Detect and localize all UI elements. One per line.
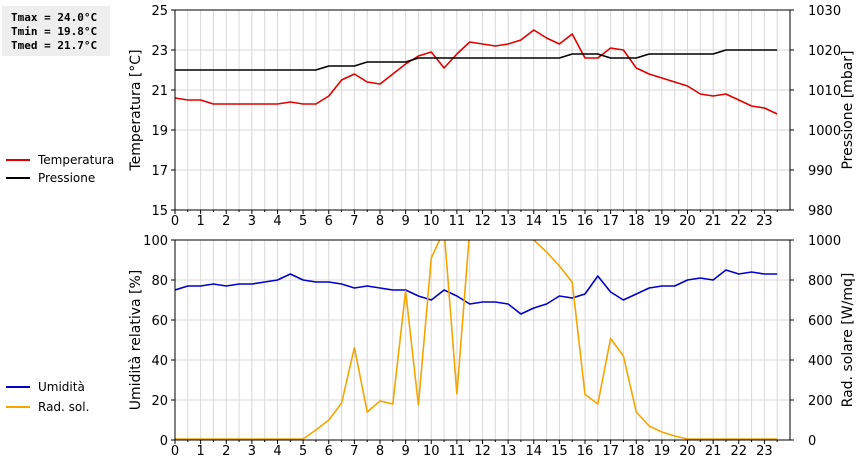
x-tick-label: 15: [551, 444, 568, 459]
x-tick-label: 0: [171, 444, 179, 459]
y-tick-label: 21: [151, 84, 168, 99]
x-tick-label: 23: [756, 444, 773, 459]
y-tick-label: 23: [151, 44, 168, 59]
x-tick-label: 8: [376, 444, 384, 459]
y2-axis-label: Pressione [mbar]: [840, 50, 856, 169]
y-tick-label: 40: [151, 354, 168, 369]
legend-label-pressione: Pressione: [38, 171, 95, 185]
x-tick-label: 10: [423, 444, 440, 459]
tmin-text: Tmin = 19.8°C: [11, 25, 98, 38]
y-tick-label: 0: [160, 434, 168, 449]
y2-tick-label: 200: [808, 394, 833, 409]
x-tick-label: 6: [325, 214, 333, 229]
x-tick-label: 7: [350, 444, 358, 459]
tmax-text: Tmax = 24.0°C: [11, 11, 98, 24]
y-tick-label: 25: [151, 4, 168, 19]
y-tick-label: 15: [151, 204, 168, 219]
x-tick-label: 6: [325, 444, 333, 459]
x-tick-label: 2: [222, 444, 230, 459]
y2-tick-label: 1020: [808, 44, 841, 59]
x-tick-label: 4: [273, 214, 281, 229]
y-axis-label: Umidità relativa [%]: [128, 270, 144, 411]
x-tick-label: 19: [654, 444, 671, 459]
legend: Temperatura Pressione Umidità Rad. sol.: [6, 153, 114, 414]
x-tick-label: 18: [628, 214, 645, 229]
y2-tick-label: 400: [808, 354, 833, 369]
temperature-pressure-panel: 0 1 2 3 4 5 6 7 8 9 10 11 12 13 14 15 16 17 18 19 20 21 22 2315…: [128, 4, 856, 229]
y2-tick-label: 980: [808, 204, 833, 219]
tmed-text: Tmed = 21.7°C: [11, 39, 98, 52]
y2-tick-label: 1000: [808, 234, 841, 249]
x-tick-label: 5: [299, 444, 307, 459]
x-tick-label: 23: [756, 214, 773, 229]
x-tick-label: 21: [705, 214, 722, 229]
y-tick-label: 20: [151, 394, 168, 409]
x-tick-label: 3: [248, 444, 256, 459]
x-tick-label: 21: [705, 444, 722, 459]
x-tick-label: 14: [525, 214, 542, 229]
legend-label-rad-sol: Rad. sol.: [38, 400, 89, 414]
x-tick-label: 16: [577, 444, 594, 459]
humidity-solar-panel: 0 1 2 3 4 5 6 7 8 9 10 11 12 13 14 15 16 17 18 19 20 21 22 2302…: [128, 234, 856, 459]
x-tick-label: 0: [171, 214, 179, 229]
x-tick-label: 13: [500, 444, 517, 459]
x-tick-label: 15: [551, 214, 568, 229]
y2-tick-label: 990: [808, 164, 833, 179]
series-line-rad-sol: [175, 240, 778, 440]
x-tick-label: 9: [401, 214, 409, 229]
x-tick-label: 14: [525, 444, 542, 459]
x-tick-label: 17: [602, 444, 619, 459]
y-tick-label: 80: [151, 274, 168, 289]
x-tick-label: 12: [474, 444, 491, 459]
y2-axis-label: Rad. solare [W/mq]: [840, 273, 856, 408]
y2-tick-label: 1000: [808, 124, 841, 139]
x-tick-label: 3: [248, 214, 256, 229]
temperature-stats-box: Tmax = 24.0°C Tmin = 19.8°C Tmed = 21.7°…: [2, 6, 110, 56]
x-tick-label: 1: [196, 214, 204, 229]
series-line-umidita: [175, 269, 778, 315]
x-tick-label: 1: [196, 444, 204, 459]
y2-tick-label: 600: [808, 314, 833, 329]
series-line-temperatura: [175, 29, 778, 115]
x-tick-label: 17: [602, 214, 619, 229]
y-axis-label: Temperatura [°C]: [128, 49, 144, 171]
y-tick-label: 100: [143, 234, 168, 249]
x-tick-label: 20: [679, 444, 696, 459]
x-tick-label: 5: [299, 214, 307, 229]
y-tick-label: 19: [151, 124, 168, 139]
x-tick-label: 4: [273, 444, 281, 459]
x-tick-label: 11: [449, 214, 466, 229]
x-tick-label: 22: [730, 444, 747, 459]
x-tick-label: 18: [628, 444, 645, 459]
legend-label-temperatura: Temperatura: [37, 153, 114, 167]
x-tick-label: 9: [401, 444, 409, 459]
x-tick-label: 19: [654, 214, 671, 229]
x-tick-label: 7: [350, 214, 358, 229]
y2-tick-label: 800: [808, 274, 833, 289]
x-tick-label: 13: [500, 214, 517, 229]
x-tick-label: 10: [423, 214, 440, 229]
y2-tick-label: 1010: [808, 84, 841, 99]
y2-tick-label: 1030: [808, 4, 841, 19]
x-tick-label: 20: [679, 214, 696, 229]
y-tick-label: 17: [151, 164, 168, 179]
x-tick-label: 2: [222, 214, 230, 229]
x-tick-label: 8: [376, 214, 384, 229]
series-line-pressione: [175, 49, 778, 71]
y-tick-label: 60: [151, 314, 168, 329]
y2-tick-label: 0: [808, 434, 816, 449]
x-tick-label: 11: [449, 444, 466, 459]
x-tick-label: 22: [730, 214, 747, 229]
legend-label-umidita: Umidità: [38, 380, 85, 394]
x-tick-label: 12: [474, 214, 491, 229]
x-tick-label: 16: [577, 214, 594, 229]
